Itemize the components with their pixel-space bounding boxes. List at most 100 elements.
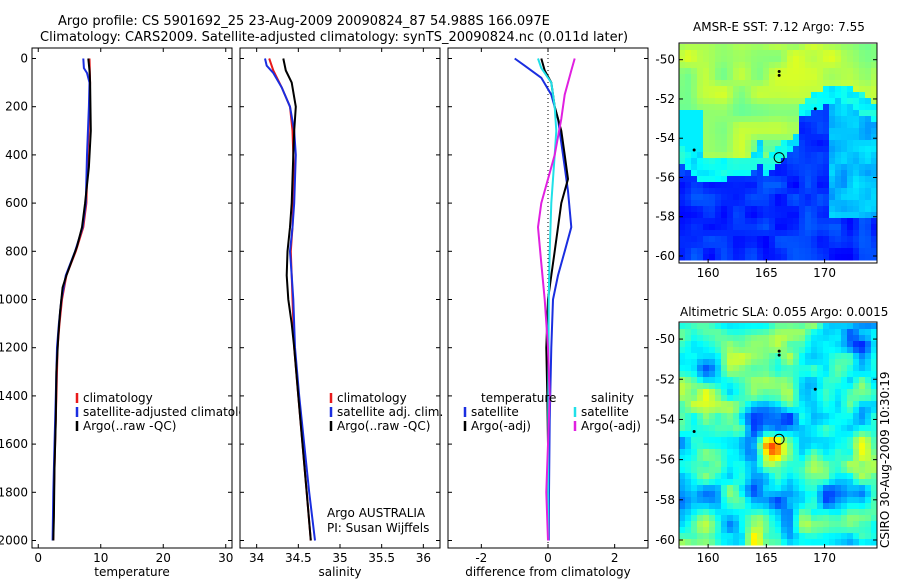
- map-cell: [769, 503, 776, 510]
- map-cell: [679, 86, 686, 93]
- map-cell: [757, 341, 764, 348]
- map-cell: [811, 461, 818, 468]
- x-axis-label: difference from climatology: [465, 565, 631, 579]
- map-cell: [853, 449, 860, 456]
- map-cell: [739, 164, 746, 171]
- map-cell: [799, 527, 806, 534]
- map-cell: [757, 140, 764, 147]
- map-cell: [715, 68, 722, 75]
- map-cell: [715, 377, 722, 384]
- map-cell: [835, 533, 842, 540]
- map-cell: [751, 200, 758, 207]
- map-cell: [727, 425, 734, 432]
- map-cell: [823, 491, 830, 498]
- map-cell: [757, 194, 764, 201]
- map-cell: [787, 236, 794, 243]
- map-cell: [865, 158, 872, 165]
- map-cell: [865, 152, 872, 159]
- map-cell: [811, 122, 818, 129]
- map-cell: [769, 401, 776, 408]
- map-cell: [745, 443, 752, 450]
- map-cell: [691, 56, 698, 63]
- map-cell: [727, 140, 734, 147]
- map-cell: [763, 212, 770, 219]
- map-cell: [781, 395, 788, 402]
- map-cell: [859, 56, 866, 63]
- map-cell: [799, 212, 806, 219]
- map-cell: [703, 50, 710, 57]
- map-cell: [715, 170, 722, 177]
- map-cell: [697, 50, 704, 57]
- map-cell: [865, 200, 872, 207]
- map-cell: [751, 527, 758, 534]
- map-cell: [835, 371, 842, 378]
- map-cell: [733, 443, 740, 450]
- map-cell: [721, 158, 728, 165]
- x-tick-label: 20: [156, 551, 171, 565]
- map-cell: [841, 515, 848, 522]
- map-cell: [835, 509, 842, 516]
- map-cell: [847, 455, 854, 462]
- map-cell: [841, 503, 848, 510]
- map-cell: [853, 389, 860, 396]
- temperature-profile-panel: 0 10 20 30temperature0200400600800100012001…: [0, 47, 261, 579]
- map-cell: [811, 521, 818, 528]
- map-cell: [709, 473, 716, 480]
- map-cell: [709, 182, 716, 189]
- map-cell: [721, 323, 728, 330]
- map-cell: [805, 200, 812, 207]
- legend-label: temperature: [481, 391, 556, 405]
- map-cell: [709, 140, 716, 147]
- map-cell: [775, 413, 782, 420]
- map-cell: [853, 353, 860, 360]
- map-cell: [763, 68, 770, 75]
- map-cell: [787, 86, 794, 93]
- map-cell: [805, 152, 812, 159]
- map-cell: [865, 509, 872, 516]
- map-cell: [835, 218, 842, 225]
- map-cell: [865, 467, 872, 474]
- map-cell: [829, 515, 836, 522]
- map-cell: [793, 383, 800, 390]
- map-cell: [823, 533, 830, 540]
- map-cell: [817, 98, 824, 105]
- map-cell: [841, 176, 848, 183]
- map-cell: [781, 335, 788, 342]
- map-cell: [835, 80, 842, 87]
- map-cell: [739, 473, 746, 480]
- map-cell: [751, 206, 758, 213]
- map-cell: [703, 92, 710, 99]
- map-cell: [811, 128, 818, 135]
- map-cell: [829, 92, 836, 99]
- map-cell: [757, 74, 764, 81]
- map-cell: [745, 497, 752, 504]
- map-cell: [685, 50, 692, 57]
- map-cell: [805, 74, 812, 81]
- map-cell: [793, 164, 800, 171]
- map-cell: [865, 92, 872, 99]
- map-cell: [781, 218, 788, 225]
- map-cell: [703, 242, 710, 249]
- map-cell: [835, 491, 842, 498]
- map-cell: [865, 485, 872, 492]
- map-cell: [799, 164, 806, 171]
- map-cell: [841, 50, 848, 57]
- map-cell: [691, 335, 698, 342]
- map-cell: [727, 158, 734, 165]
- map-cell: [835, 224, 842, 231]
- map-cell: [829, 236, 836, 243]
- map-cell: [685, 242, 692, 249]
- map-cell: [727, 68, 734, 75]
- map-cell: [865, 134, 872, 141]
- map-cell: [715, 527, 722, 534]
- map-cell: [739, 80, 746, 87]
- map-cell: [781, 248, 788, 255]
- map-cell: [841, 188, 848, 195]
- map-cell: [817, 527, 824, 534]
- map-cell: [775, 176, 782, 183]
- map-cell: [829, 146, 836, 153]
- map-cell: [853, 236, 860, 243]
- map-cell: [871, 182, 878, 189]
- map-cell: [769, 236, 776, 243]
- map-cell: [757, 188, 764, 195]
